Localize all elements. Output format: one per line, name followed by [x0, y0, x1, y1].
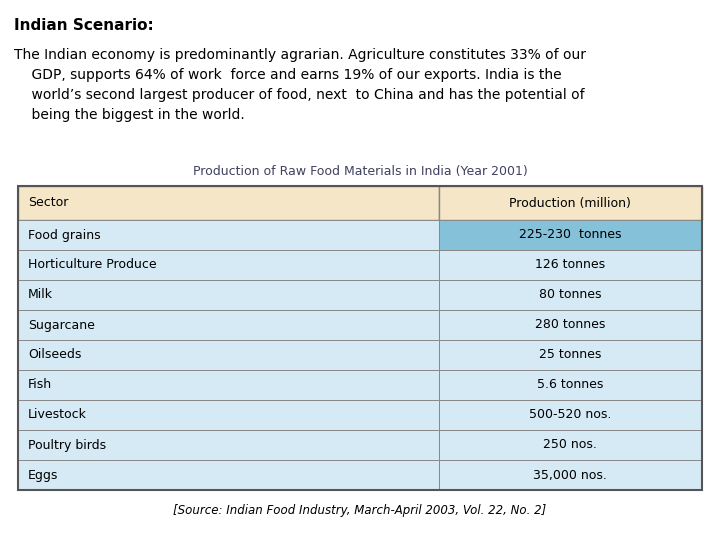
- Text: Sugarcane: Sugarcane: [28, 319, 95, 332]
- Text: 5.6 tonnes: 5.6 tonnes: [537, 379, 603, 392]
- Text: Milk: Milk: [28, 288, 53, 301]
- Text: 35,000 nos.: 35,000 nos.: [534, 469, 607, 482]
- Bar: [18, 370, 438, 400]
- Text: Oilseeds: Oilseeds: [28, 348, 81, 361]
- Text: Production (million): Production (million): [509, 197, 631, 210]
- Bar: [438, 370, 702, 400]
- Text: 500-520 nos.: 500-520 nos.: [529, 408, 611, 422]
- Text: 80 tonnes: 80 tonnes: [539, 288, 602, 301]
- Text: 126 tonnes: 126 tonnes: [535, 259, 606, 272]
- Bar: [438, 186, 702, 220]
- Bar: [18, 340, 438, 370]
- Bar: [18, 460, 438, 490]
- Bar: [438, 400, 702, 430]
- Text: 225-230  tonnes: 225-230 tonnes: [519, 228, 621, 241]
- Bar: [18, 430, 438, 460]
- Text: GDP, supports 64% of work  force and earns 19% of our exports. India is the: GDP, supports 64% of work force and earn…: [14, 68, 562, 82]
- Bar: [18, 310, 438, 340]
- Text: Production of Raw Food Materials in India (Year 2001): Production of Raw Food Materials in Indi…: [193, 165, 527, 178]
- Bar: [18, 280, 438, 310]
- Text: Fish: Fish: [28, 379, 52, 392]
- Bar: [18, 250, 438, 280]
- Bar: [438, 430, 702, 460]
- Text: Sector: Sector: [28, 197, 68, 210]
- Bar: [438, 310, 702, 340]
- Bar: [438, 220, 702, 250]
- Text: Indian Scenario:: Indian Scenario:: [14, 18, 154, 33]
- Text: The Indian economy is predominantly agrarian. Agriculture constitutes 33% of our: The Indian economy is predominantly agra…: [14, 48, 586, 62]
- Text: Livestock: Livestock: [28, 408, 87, 422]
- Bar: [18, 186, 702, 490]
- Text: being the biggest in the world.: being the biggest in the world.: [14, 108, 245, 122]
- Bar: [438, 280, 702, 310]
- Text: Eggs: Eggs: [28, 469, 58, 482]
- Bar: [18, 400, 438, 430]
- Text: Horticulture Produce: Horticulture Produce: [28, 259, 157, 272]
- Bar: [18, 186, 438, 220]
- Text: [Source: Indian Food Industry, March-April 2003, Vol. 22, No. 2]: [Source: Indian Food Industry, March-Apr…: [174, 504, 546, 517]
- Text: Poultry birds: Poultry birds: [28, 438, 106, 451]
- Bar: [18, 220, 438, 250]
- Bar: [438, 340, 702, 370]
- Text: Food grains: Food grains: [28, 228, 101, 241]
- Bar: [438, 460, 702, 490]
- Text: 25 tonnes: 25 tonnes: [539, 348, 601, 361]
- Text: world’s second largest producer of food, next  to China and has the potential of: world’s second largest producer of food,…: [14, 88, 585, 102]
- Bar: [438, 250, 702, 280]
- Text: 250 nos.: 250 nos.: [544, 438, 598, 451]
- Text: 280 tonnes: 280 tonnes: [535, 319, 606, 332]
